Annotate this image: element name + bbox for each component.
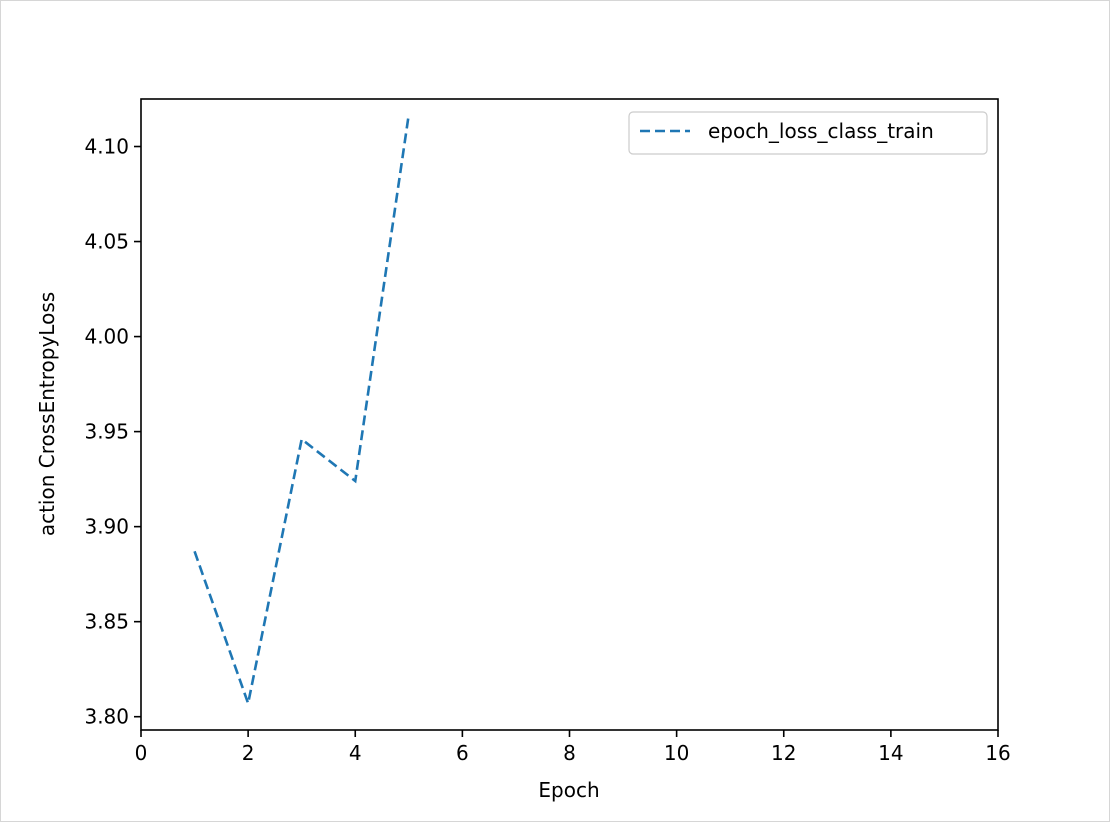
series-line-epoch_loss_class_train [193,114,411,709]
legend-series-label: epoch_loss_class_train [708,119,934,143]
y-tick-label: 4.00 [84,325,129,349]
plot-frame [140,98,999,731]
x-tick-label: 2 [242,741,255,765]
x-tick-label: 12 [771,741,796,765]
x-tick-label: 6 [456,741,469,765]
x-tick-label: 16 [985,741,1010,765]
x-tick-label: 8 [563,741,576,765]
x-tick-label: 14 [878,741,903,765]
legend-box [628,111,988,155]
y-tick-label: 3.95 [84,420,129,444]
x-axis-label: Epoch [538,778,599,802]
y-axis-ticks: 3.80 3.85 3.90 3.95 4.00 4.05 4.10 [84,135,141,729]
x-tick-label: 4 [349,741,362,765]
y-tick-label: 3.85 [84,610,129,634]
x-axis-ticks: 0 2 4 6 8 10 12 14 16 [135,730,1011,765]
legend: epoch_loss_class_train [628,111,988,155]
x-tick-label: 10 [664,741,689,765]
y-tick-label: 4.05 [84,230,129,254]
y-tick-label: 4.10 [84,135,129,159]
y-tick-label: 3.80 [84,705,129,729]
plot-area [140,98,999,731]
series-layer [193,114,411,709]
y-axis-label: action CrossEntropyLoss [35,292,59,536]
y-tick-label: 3.90 [84,515,129,539]
x-tick-label: 0 [135,741,148,765]
